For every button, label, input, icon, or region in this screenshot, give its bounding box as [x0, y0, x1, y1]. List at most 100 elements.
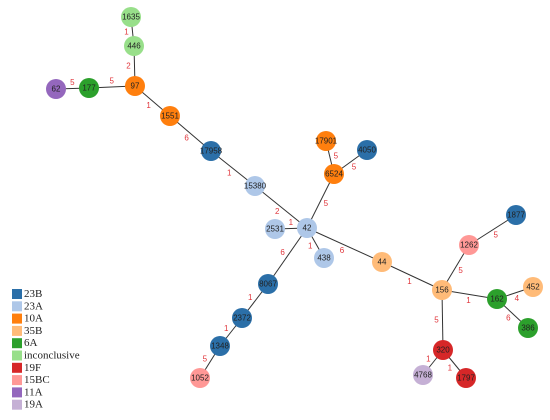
- node-label: 2372: [233, 314, 251, 323]
- node-label: 6524: [325, 170, 343, 179]
- edge: [306, 227, 383, 263]
- node: [201, 141, 221, 161]
- legend-label: 23A: [24, 300, 43, 312]
- edge-weight: 1: [289, 218, 294, 227]
- legend-label: 11A: [24, 386, 43, 398]
- node-label: 156: [435, 286, 449, 295]
- legend-swatch: [12, 399, 22, 410]
- legend-label: 23B: [24, 288, 42, 300]
- node: [232, 308, 252, 328]
- node: [297, 218, 317, 238]
- node-label: 162: [490, 295, 504, 304]
- node: [190, 368, 210, 388]
- node: [357, 140, 377, 160]
- edge-weight: 5: [434, 316, 439, 325]
- node-label: 438: [317, 254, 331, 263]
- node: [506, 205, 526, 225]
- node-label: 4050: [358, 146, 376, 155]
- node: [124, 36, 144, 56]
- node-label: 452: [526, 283, 540, 292]
- node-label: 8067: [259, 280, 277, 289]
- edge-weight: 5: [352, 162, 357, 171]
- edge-weight: 1: [124, 28, 129, 37]
- edge-weight: 2: [275, 207, 280, 216]
- node: [314, 248, 334, 268]
- legend-swatch: [12, 375, 22, 386]
- edge-weight: 1: [448, 363, 453, 372]
- edge: [381, 261, 443, 291]
- node-label: 446: [127, 42, 141, 51]
- node: [459, 235, 479, 255]
- edge-weight: 6: [280, 248, 285, 257]
- legend-swatch: [12, 350, 22, 361]
- node-label: 4768: [414, 371, 432, 380]
- node: [433, 340, 453, 360]
- node-label: 1348: [211, 342, 229, 351]
- edge-weight: 1: [248, 293, 253, 302]
- edge-weight: 4: [515, 294, 520, 303]
- edge-weight: 1: [308, 241, 313, 250]
- node-label: 42: [303, 224, 312, 233]
- node-label: 177: [82, 84, 96, 93]
- edge-weight: 5: [203, 354, 208, 363]
- node: [79, 78, 99, 98]
- node-label: 62: [52, 85, 61, 94]
- node-label: 386: [521, 324, 535, 333]
- edge: [441, 289, 444, 351]
- node: [245, 176, 265, 196]
- legend-label: 15BC: [24, 374, 50, 386]
- node-label: 1635: [122, 13, 140, 22]
- node-label: 320: [436, 346, 450, 355]
- edge-weight: 1: [227, 169, 232, 178]
- legend-swatch: [12, 387, 22, 398]
- legend-label: inconclusive: [24, 350, 80, 362]
- edge: [254, 185, 308, 229]
- node: [316, 131, 336, 151]
- node: [518, 318, 538, 338]
- edge-weight: 5: [458, 266, 463, 275]
- edge-weight: 1: [407, 277, 412, 286]
- edge-weight: 5: [334, 152, 339, 161]
- node-label: 1262: [460, 241, 478, 250]
- node: [160, 106, 180, 126]
- node-label: 1551: [161, 112, 179, 121]
- legend-swatch: [12, 313, 22, 324]
- node-label: 15380: [244, 182, 267, 191]
- legend-label: 6A: [24, 337, 38, 349]
- legend-label: 19F: [24, 362, 41, 374]
- node: [487, 289, 507, 309]
- edge-weight: 1: [224, 324, 229, 333]
- edge-weight: 5: [324, 199, 329, 208]
- edge-weight: 1: [426, 354, 431, 363]
- legend-swatch: [12, 301, 22, 312]
- node: [121, 7, 141, 27]
- node-label: 1052: [191, 374, 209, 383]
- node: [265, 219, 285, 239]
- legend-swatch: [12, 338, 22, 349]
- edge-weight: 6: [340, 246, 345, 255]
- node-label: 2531: [266, 225, 284, 234]
- node: [456, 368, 476, 388]
- edge: [267, 227, 308, 285]
- legend-swatch: [12, 289, 22, 299]
- node: [432, 280, 452, 300]
- edge-weight: 5: [110, 77, 115, 86]
- node-label: 17958: [200, 147, 223, 156]
- edge-weight: 5: [70, 78, 75, 87]
- edge-weight: 1: [466, 296, 471, 305]
- node: [46, 79, 66, 99]
- edge-weight: 2: [126, 62, 131, 71]
- legend-swatch: [12, 325, 22, 336]
- edge: [306, 173, 335, 229]
- edge-weight: 5: [494, 231, 499, 240]
- edge-weight: 6: [184, 134, 189, 143]
- node: [523, 277, 543, 297]
- node-label: 1877: [507, 211, 525, 220]
- node: [125, 76, 145, 96]
- node-label: 44: [378, 258, 387, 267]
- legend-label: 19A: [24, 399, 43, 411]
- node: [210, 336, 230, 356]
- node: [372, 252, 392, 272]
- legend-swatch: [12, 362, 22, 373]
